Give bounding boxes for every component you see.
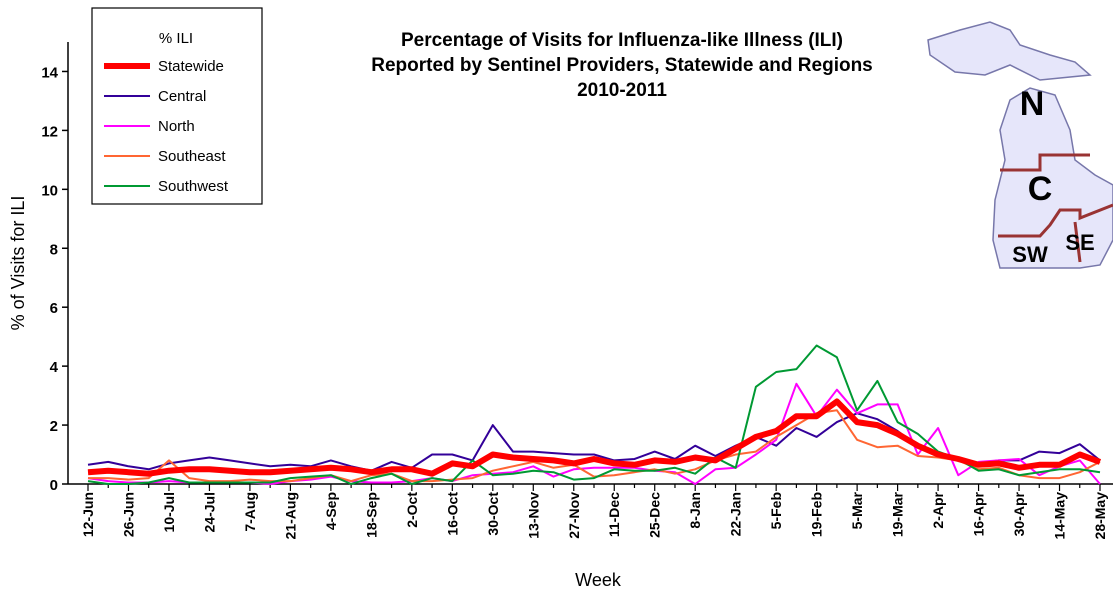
legend-label: Statewide: [158, 58, 224, 75]
michigan-map: N C SW SE: [927, 21, 1113, 269]
x-tick-label: 2-Apr: [930, 491, 946, 528]
x-tick-label: 30-Oct: [485, 492, 501, 536]
x-tick-label: 18-Sep: [363, 492, 379, 538]
x-tick-label: 22-Jan: [728, 492, 744, 536]
x-tick-label: 16-Apr: [971, 491, 987, 536]
legend-label: Central: [158, 88, 206, 105]
x-tick-label: 24-Jul: [201, 492, 217, 532]
x-tick-label: 11-Dec: [606, 492, 622, 537]
y-axis-label: % of Visits for ILI: [8, 196, 28, 331]
y-tick-label: 2: [50, 418, 58, 435]
x-tick-label: 21-Aug: [282, 492, 298, 539]
x-tick-label: 5-Mar: [849, 491, 865, 529]
map-label: C: [1028, 170, 1053, 208]
title-line: 2010-2011: [577, 80, 667, 101]
y-tick-label: 10: [41, 182, 58, 199]
map-upper-peninsula: [927, 21, 1092, 81]
map-region-border: [998, 203, 1113, 263]
title-line: Percentage of Visits for Influenza-like …: [401, 30, 843, 51]
x-axis-label: Week: [575, 570, 622, 590]
map-label: N: [1020, 85, 1045, 123]
title: Percentage of Visits for Influenza-like …: [371, 30, 873, 101]
x-tick-label: 16-Oct: [444, 492, 460, 536]
map-region-border: [1000, 153, 1090, 172]
x-tick-label: 12-Jun: [80, 492, 96, 537]
x-tick-label: 14-May: [1052, 492, 1068, 540]
x-tick-label: 10-Jul: [161, 492, 177, 532]
x-tick-label: 5-Feb: [768, 492, 784, 529]
x-tick-label: 2-Oct: [404, 492, 420, 528]
x-tick-label: 19-Feb: [809, 492, 825, 537]
map-label: SW: [1012, 242, 1048, 267]
map-lower-peninsula: [992, 87, 1113, 269]
y-tick-label: 12: [41, 123, 58, 140]
y-tick-label: 8: [50, 241, 58, 258]
legend-label: Southwest: [158, 178, 229, 195]
y-tick-label: 0: [50, 477, 58, 494]
x-tick-label: 13-Nov: [525, 492, 541, 539]
x-tick-label: 8-Jan: [687, 492, 703, 529]
series-line: [88, 409, 1101, 483]
x-tick-label: 4-Sep: [323, 492, 339, 530]
y-tick-label: 4: [50, 359, 59, 376]
title-line: Reported by Sentinel Providers, Statewid…: [371, 55, 873, 76]
legend: % ILI Statewide Central North Southeast South…: [91, 7, 263, 205]
x-tick-label: 28-May: [1092, 492, 1108, 540]
legend-label: North: [158, 118, 195, 135]
x-tick-label: 27-Nov: [566, 492, 582, 539]
legend-label: Southeast: [158, 148, 226, 165]
x-tick-label: 7-Aug: [242, 492, 258, 532]
x-tick-label: 19-Mar: [890, 491, 906, 537]
legend-title: % ILI: [159, 30, 193, 47]
legend-box: [91, 7, 263, 205]
x-tick-label: 25-Dec: [647, 492, 663, 538]
series-line: [87, 412, 1101, 472]
y-tick-label: 14: [41, 64, 58, 81]
series-line: [87, 344, 1101, 485]
map-label: SE: [1065, 230, 1094, 255]
y-tick-label: 6: [50, 300, 58, 317]
series-line: [87, 398, 1102, 477]
x-tick-label: 30-Apr: [1011, 491, 1027, 536]
x-tick-label: 26-Jun: [120, 492, 136, 537]
